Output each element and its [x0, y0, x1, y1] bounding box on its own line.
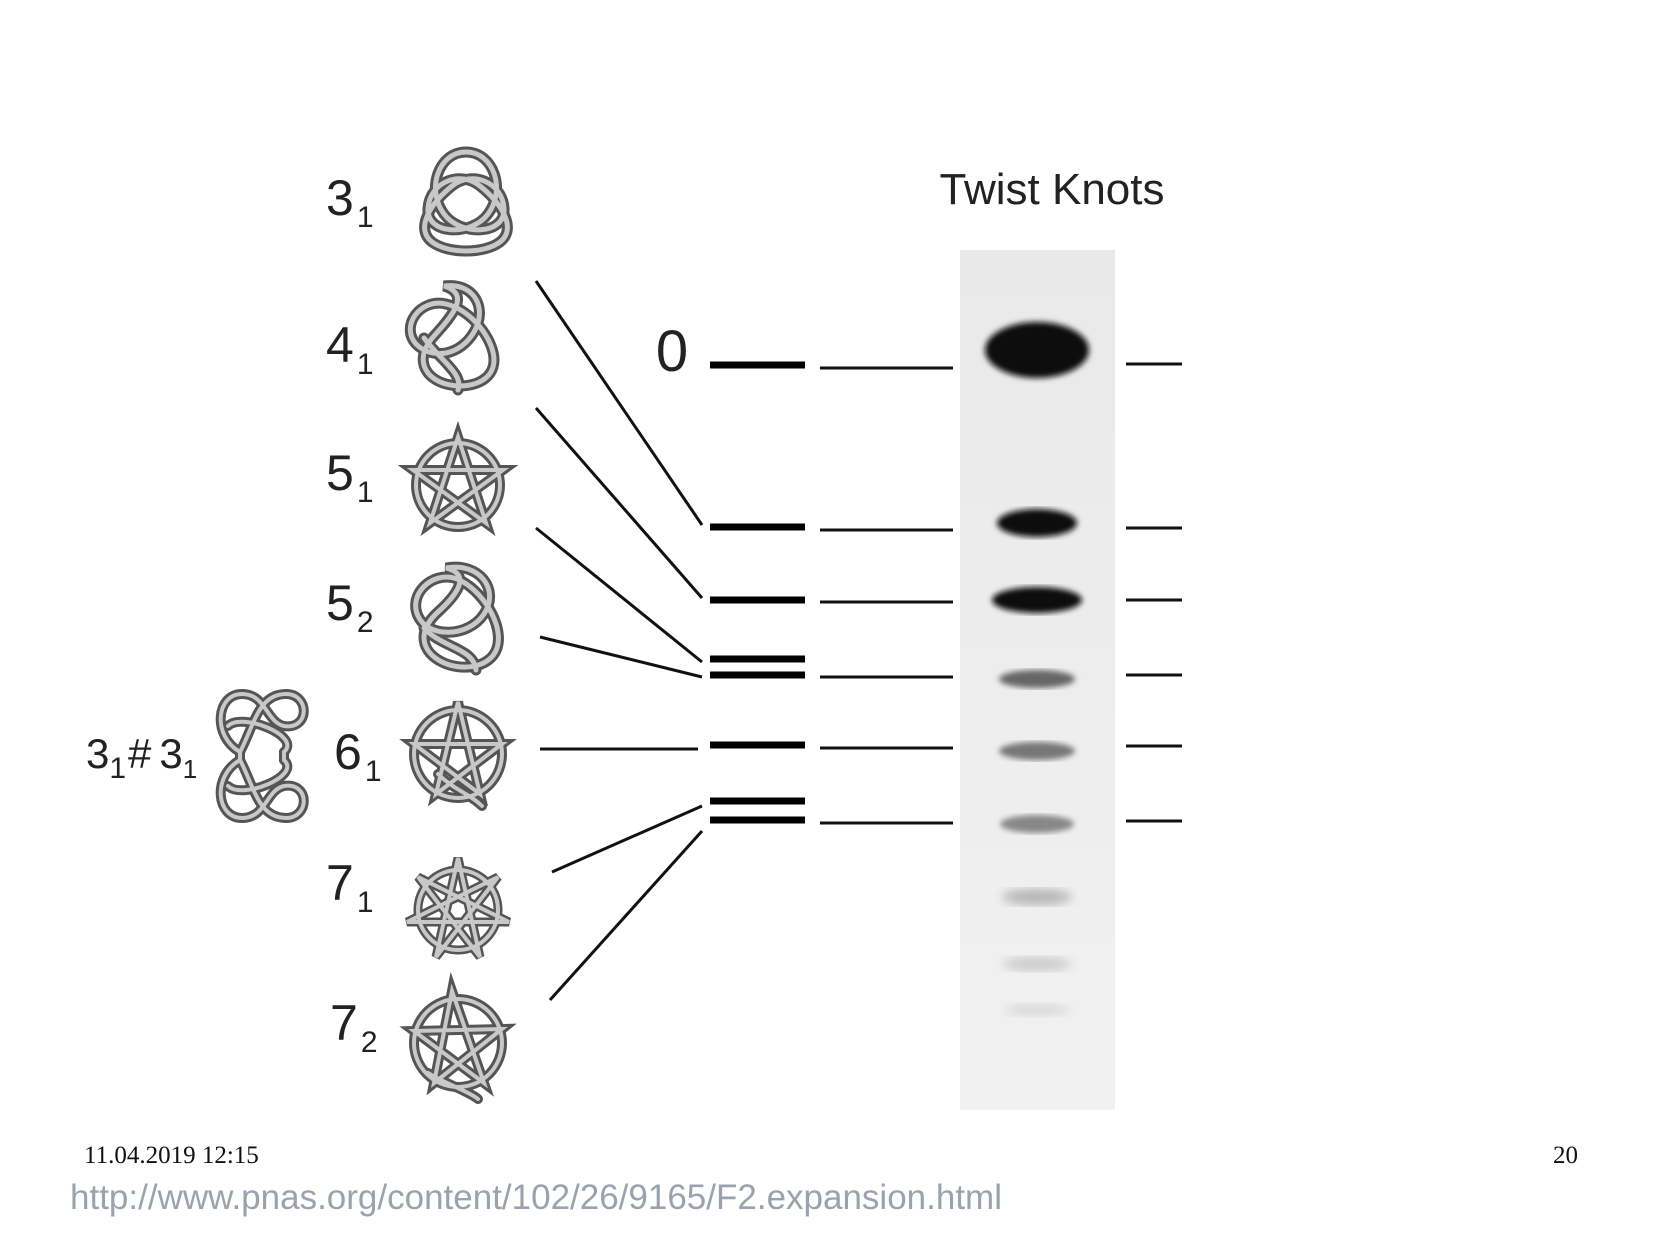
- gel-band-0: [985, 322, 1089, 378]
- figure-title: Twist Knots: [940, 165, 1165, 214]
- trefoil-knot-icon: [419, 146, 513, 257]
- septafoil-knot-icon: [405, 857, 511, 960]
- gel-band-6: [1002, 889, 1072, 905]
- slide-date: 11.04.2019 12:15: [84, 1142, 259, 1169]
- band-zero-label: 0: [656, 319, 688, 384]
- gel-band-3: [999, 670, 1075, 688]
- ladder-to-gel-lines: [820, 366, 953, 825]
- composite-knot-label: 31# 31: [86, 730, 197, 785]
- knot-drawings: [215, 146, 519, 1104]
- connector-lines: [534, 280, 704, 1002]
- gel-band-2: [992, 587, 1082, 613]
- gel-band-4: [999, 742, 1075, 760]
- seven-two-knot-icon: [399, 971, 517, 1104]
- granny-knot-icon: [215, 688, 309, 824]
- source-url[interactable]: http://www.pnas.org/content/102/26/9165/…: [70, 1178, 1002, 1217]
- right-ticks: [1126, 362, 1182, 823]
- gel-band-1: [997, 509, 1077, 537]
- slide-page-number: 20: [1553, 1142, 1578, 1169]
- gel-lane: [960, 250, 1115, 1110]
- ladder-marks: [710, 361, 805, 824]
- pentafoil-knot-icon: [397, 420, 519, 537]
- three-twist-knot-icon: [410, 561, 504, 676]
- stevedore-knot-icon: [399, 700, 517, 811]
- figure-eight-knot-icon: [404, 280, 500, 396]
- gel-band-5: [1000, 815, 1074, 833]
- gel-band-7: [1003, 957, 1071, 971]
- gel-band-8: [1005, 1004, 1069, 1016]
